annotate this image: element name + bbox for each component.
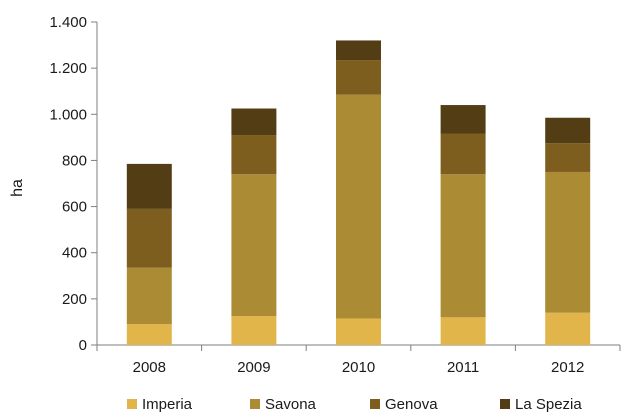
- bar-segment-la-spezia: [545, 117, 591, 144]
- x-tick-label: 2012: [551, 359, 584, 376]
- bar-segment-imperia: [336, 318, 381, 345]
- y-tick-label: 400: [62, 245, 87, 262]
- legend-swatch: [127, 399, 137, 409]
- y-axis-label: ha: [9, 179, 26, 197]
- bar-segment-la-spezia: [231, 108, 277, 136]
- bar-segment-la-spezia: [126, 163, 172, 209]
- bar-segment-savona: [231, 174, 277, 317]
- y-tick-label: 200: [62, 291, 87, 308]
- legend-item: La Spezia: [500, 396, 582, 413]
- legend-swatch: [370, 399, 380, 409]
- legend-label: La Spezia: [515, 396, 582, 413]
- legend-swatch: [250, 399, 260, 409]
- x-tick-label: 2008: [133, 359, 166, 376]
- legend: Imperia Savona Genova La Spezia: [127, 396, 582, 413]
- bar-segment-la-spezia: [336, 40, 381, 61]
- bar-segment-la-spezia: [440, 105, 486, 134]
- bar-segment-genova: [545, 143, 591, 172]
- bar-segment-genova: [440, 133, 486, 175]
- y-tick-label: 600: [62, 199, 87, 216]
- x-tick-label: 2009: [237, 359, 270, 376]
- legend-label: Genova: [385, 396, 438, 413]
- x-axis: 2008 2009 2010 2011 2012: [96, 344, 621, 376]
- y-tick-label: 0: [79, 337, 87, 354]
- bar-segment-savona: [440, 174, 486, 318]
- y-axis: 0 200 400 600 800 1.000 1.200 1.400: [49, 14, 98, 354]
- legend-swatch: [500, 399, 510, 409]
- legend-item: Savona: [250, 396, 317, 413]
- bar-segment-genova: [336, 60, 381, 95]
- bar-area: [126, 40, 591, 345]
- bar-segment-savona: [336, 94, 381, 319]
- y-tick-label: 1.400: [49, 14, 87, 31]
- y-tick-label: 800: [62, 152, 87, 169]
- y-tick-label: 1.000: [49, 106, 87, 123]
- y-tick-label: 1.200: [49, 60, 87, 77]
- bar-segment-genova: [126, 208, 172, 268]
- bar-segment-savona: [126, 267, 172, 325]
- x-tick-label: 2010: [342, 359, 375, 376]
- legend-label: Imperia: [142, 396, 193, 413]
- bar-segment-imperia: [126, 324, 172, 345]
- bar-segment-genova: [231, 135, 277, 175]
- bar-segment-savona: [545, 171, 591, 313]
- legend-item: Genova: [370, 396, 438, 413]
- legend-label: Savona: [265, 396, 317, 413]
- x-tick-label: 2011: [447, 359, 479, 376]
- legend-item: Imperia: [127, 396, 193, 413]
- bar-segment-imperia: [545, 312, 591, 345]
- bar-segment-imperia: [440, 317, 486, 345]
- bar-segment-imperia: [231, 316, 277, 345]
